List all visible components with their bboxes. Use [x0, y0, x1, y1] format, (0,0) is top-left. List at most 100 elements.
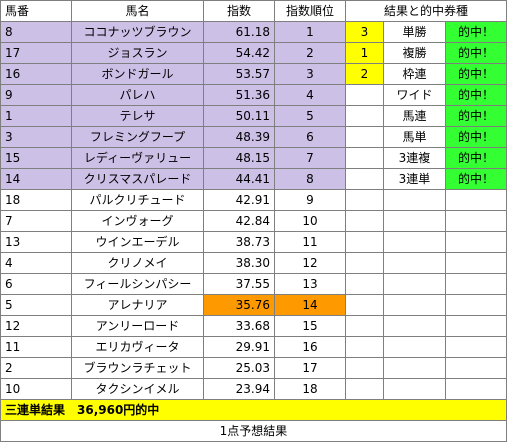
cell-hit	[445, 231, 507, 253]
cell-bet-type: 単勝	[383, 21, 446, 43]
table-row: 2 ブラウンラチェット 25.03 17	[0, 357, 507, 379]
cell-no: 18	[0, 189, 72, 211]
cell-bet-rank	[345, 252, 384, 274]
footer-note-row: 1点予想結果	[0, 420, 507, 442]
cell-hit: 的中！	[445, 21, 507, 43]
cell-index: 23.94	[203, 378, 275, 400]
table-row: 11 エリカヴィータ 29.91 16	[0, 336, 507, 358]
cell-name: アレナリア	[71, 294, 204, 316]
cell-bet-type	[383, 210, 446, 232]
cell-hit: 的中！	[445, 168, 507, 190]
cell-hit: 的中！	[445, 126, 507, 148]
table-row: 10 タクシンイメル 23.94 18	[0, 378, 507, 400]
results-table: 馬番 馬名 指数 指数順位 結果と的中券種 8 ココナッツブラウン 61.18 1 3 単…	[0, 0, 507, 442]
cell-rank: 1	[274, 21, 346, 43]
table-row: 14 クリスマスパレード 44.41 8 3連単 的中！	[0, 168, 507, 190]
cell-index: 42.91	[203, 189, 275, 211]
cell-hit: 的中！	[445, 147, 507, 169]
cell-bet-rank	[345, 315, 384, 337]
cell-hit	[445, 336, 507, 358]
cell-no: 10	[0, 378, 72, 400]
cell-name: インヴォーグ	[71, 210, 204, 232]
cell-rank: 18	[274, 378, 346, 400]
cell-bet-rank	[345, 378, 384, 400]
header-name: 馬名	[71, 0, 204, 22]
cell-name: フィールシンパシー	[71, 273, 204, 295]
table-row: 16 ボンドガール 53.57 3 2 枠連 的中！	[0, 63, 507, 85]
cell-no: 11	[0, 336, 72, 358]
cell-index: 25.03	[203, 357, 275, 379]
cell-no: 17	[0, 42, 72, 64]
table-row: 18 パルクリチュード 42.91 9	[0, 189, 507, 211]
cell-bet-rank	[345, 189, 384, 211]
cell-index: 42.84	[203, 210, 275, 232]
cell-no: 3	[0, 126, 72, 148]
cell-hit	[445, 315, 507, 337]
cell-bet-type: 枠連	[383, 63, 446, 85]
cell-index: 50.11	[203, 105, 275, 127]
cell-rank: 15	[274, 315, 346, 337]
cell-index: 44.41	[203, 168, 275, 190]
cell-bet-type	[383, 189, 446, 211]
cell-no: 14	[0, 168, 72, 190]
cell-bet-rank: 2	[345, 63, 384, 85]
cell-no: 4	[0, 252, 72, 274]
cell-bet-type	[383, 336, 446, 358]
cell-index: 37.55	[203, 273, 275, 295]
cell-bet-type: 複勝	[383, 42, 446, 64]
cell-rank: 10	[274, 210, 346, 232]
cell-hit	[445, 252, 507, 274]
cell-bet-rank	[345, 210, 384, 232]
cell-no: 2	[0, 357, 72, 379]
header-result: 結果と的中券種	[345, 0, 507, 22]
header-no: 馬番	[0, 0, 72, 22]
cell-name: ココナッツブラウン	[71, 21, 204, 43]
cell-rank: 13	[274, 273, 346, 295]
cell-no: 7	[0, 210, 72, 232]
cell-rank: 11	[274, 231, 346, 253]
cell-bet-type	[383, 252, 446, 274]
table-row: 9 パレハ 51.36 4 ワイド 的中！	[0, 84, 507, 106]
cell-name: アンリーロード	[71, 315, 204, 337]
cell-name: パルクリチュード	[71, 189, 204, 211]
table-row: 17 ジョスラン 54.42 2 1 複勝 的中！	[0, 42, 507, 64]
table-row: 13 ウインエーデル 38.73 11	[0, 231, 507, 253]
cell-hit	[445, 357, 507, 379]
cell-bet-type: 3連複	[383, 147, 446, 169]
cell-bet-rank	[345, 357, 384, 379]
header-index: 指数	[203, 0, 275, 22]
cell-no: 8	[0, 21, 72, 43]
table-row: 15 レディーヴァリュー 48.15 7 3連複 的中！	[0, 147, 507, 169]
cell-bet-type: ワイド	[383, 84, 446, 106]
cell-hit: 的中！	[445, 42, 507, 64]
cell-bet-type	[383, 273, 446, 295]
cell-index: 48.39	[203, 126, 275, 148]
cell-name: ボンドガール	[71, 63, 204, 85]
cell-bet-type	[383, 315, 446, 337]
cell-name: タクシンイメル	[71, 378, 204, 400]
cell-index: 38.30	[203, 252, 275, 274]
cell-rank: 9	[274, 189, 346, 211]
cell-rank: 14	[274, 294, 346, 316]
cell-bet-type: 馬単	[383, 126, 446, 148]
table-row: 7 インヴォーグ 42.84 10	[0, 210, 507, 232]
cell-rank: 16	[274, 336, 346, 358]
cell-no: 12	[0, 315, 72, 337]
cell-bet-rank	[345, 84, 384, 106]
header-row: 馬番 馬名 指数 指数順位 結果と的中券種	[0, 0, 507, 22]
cell-hit: 的中！	[445, 84, 507, 106]
footer-note: 1点予想結果	[0, 420, 507, 442]
cell-rank: 8	[274, 168, 346, 190]
cell-rank: 12	[274, 252, 346, 274]
cell-name: パレハ	[71, 84, 204, 106]
table-row: 12 アンリーロード 33.68 15	[0, 315, 507, 337]
cell-rank: 5	[274, 105, 346, 127]
cell-hit	[445, 210, 507, 232]
cell-hit	[445, 273, 507, 295]
cell-hit	[445, 189, 507, 211]
table-row: 1 テレサ 50.11 5 馬連 的中！	[0, 105, 507, 127]
cell-bet-type	[383, 378, 446, 400]
cell-index: 38.73	[203, 231, 275, 253]
cell-index: 51.36	[203, 84, 275, 106]
cell-no: 9	[0, 84, 72, 106]
